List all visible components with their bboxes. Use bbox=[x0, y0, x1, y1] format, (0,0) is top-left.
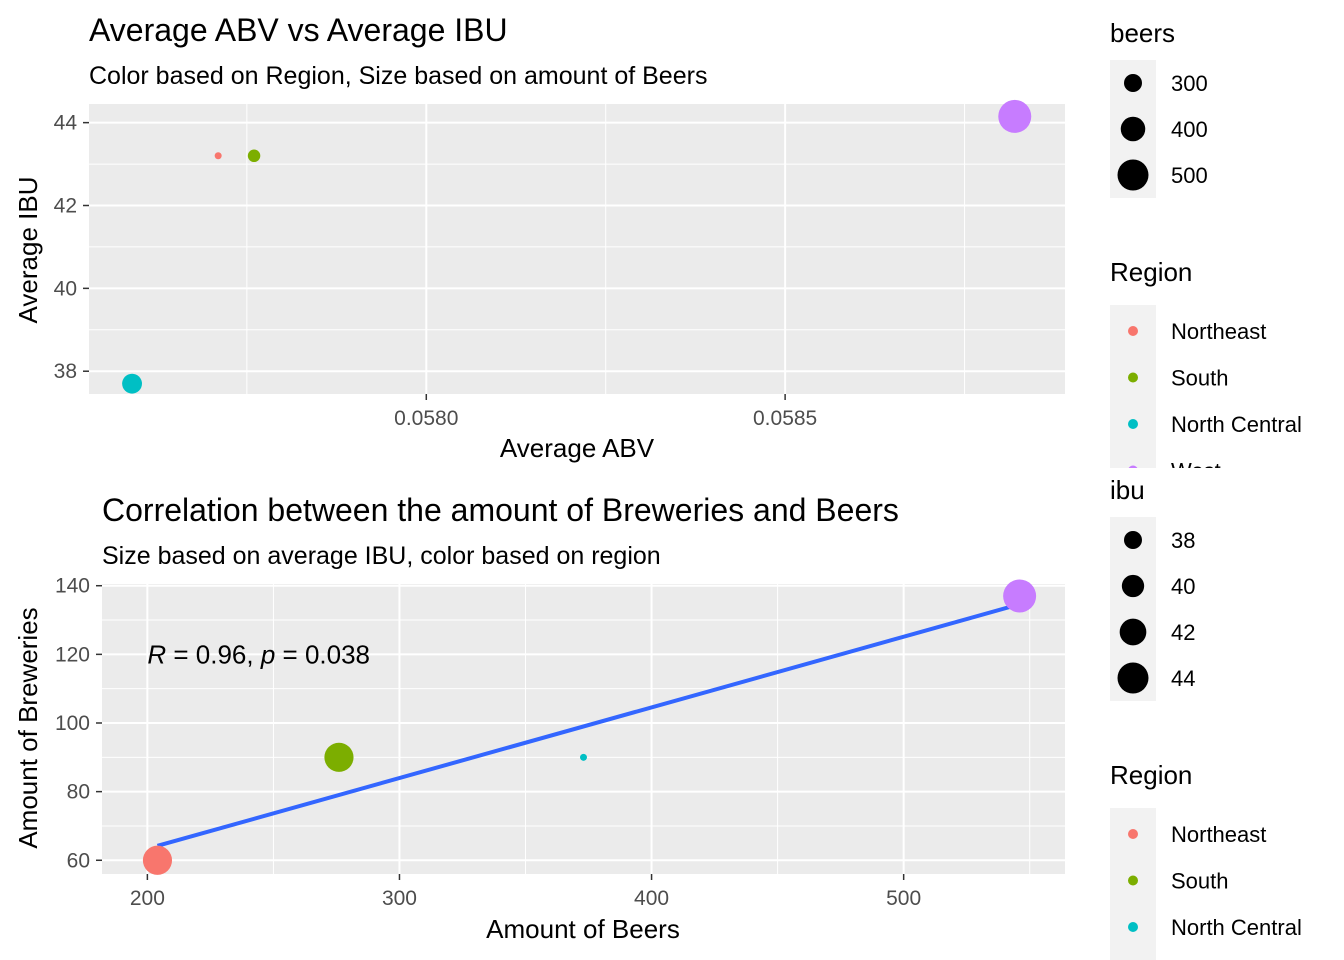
plot1-x-axis-title: Average ABV bbox=[500, 433, 655, 463]
plot2-ibu-legend-size-key bbox=[1117, 662, 1149, 694]
plot2-point-north-central bbox=[580, 753, 587, 761]
plot1-subtitle: Color based on Region, Size based on amo… bbox=[89, 62, 707, 90]
plot2-x-tick-label: 400 bbox=[634, 887, 669, 910]
p-symbol: p bbox=[260, 639, 275, 669]
plot1-region-legend-key-south bbox=[1128, 372, 1138, 383]
plot2-title: Correlation between the amount of Brewer… bbox=[102, 492, 899, 528]
plot2-panel: 200 300 400 500 60 80 100 120 140 R = 0.96, p = 0… bbox=[55, 575, 1065, 910]
p-value: = 0.038 bbox=[275, 639, 370, 669]
plot2-region-legend-label: South bbox=[1171, 869, 1229, 894]
plot1-beers-legend-label: 300 bbox=[1171, 71, 1208, 96]
plot1-beers-legend-label: 400 bbox=[1171, 117, 1208, 142]
plot1-point-north-central bbox=[122, 373, 142, 394]
plot1-beers-legend-label: 500 bbox=[1171, 163, 1208, 188]
plot2-panel-background bbox=[102, 584, 1065, 874]
plot2-y-tick-label: 100 bbox=[55, 712, 90, 735]
plot1-region-legend-key-northeast bbox=[1128, 326, 1138, 336]
plot1-y-tick-label: 40 bbox=[54, 277, 77, 300]
plot1-region-legend-key-west bbox=[1128, 465, 1138, 468]
r-symbol: R bbox=[147, 639, 166, 669]
plot1-point-south bbox=[247, 149, 261, 163]
plot1-beers-legend-size-key bbox=[1120, 116, 1146, 142]
plot2-regression-line bbox=[156, 602, 1021, 848]
plot1-beers-legend-title: beers bbox=[1110, 18, 1175, 48]
plot2-ibu-legend-size-key bbox=[1119, 618, 1147, 646]
plot2-x-tick-label: 300 bbox=[382, 887, 417, 910]
plot2-y-tick-label: 120 bbox=[55, 643, 90, 666]
plot2-ibu-legend-size-key bbox=[1121, 574, 1145, 598]
plot1-region-legend-label: South bbox=[1171, 366, 1229, 391]
plot2-y-axis-title: Amount of Breweries bbox=[13, 607, 43, 848]
plot1-point-northeast bbox=[214, 152, 222, 160]
plot1-x-tick-label: 0.0580 bbox=[394, 407, 458, 430]
plot2-ibu-legend-label: 40 bbox=[1171, 574, 1195, 599]
plot2-ibu-legend-size-key bbox=[1124, 531, 1142, 549]
plot1-region-legend-label: Northeast bbox=[1171, 319, 1266, 344]
plot2-region-legend-key-north-central bbox=[1128, 922, 1138, 932]
plot2-region-legend-label: Northeast bbox=[1171, 822, 1266, 847]
plot2-point-south bbox=[324, 742, 354, 772]
plot1-region-legend-body: Northeast South North Central West bbox=[1110, 305, 1302, 484]
plot1-region-legend-label: North Central bbox=[1171, 412, 1302, 437]
plot2-region-legend-title: Region bbox=[1110, 760, 1192, 790]
plot2-region-legend-key-south bbox=[1128, 875, 1138, 886]
plot2-correlation-annotation: R = 0.96, p = 0.038 bbox=[147, 639, 370, 669]
plot1-point-west bbox=[998, 99, 1032, 133]
plot1-y-axis-title: Average IBU bbox=[13, 177, 43, 324]
plot2-x-tick-label: 200 bbox=[130, 887, 165, 910]
plot1-region-legend-key-north-central bbox=[1128, 419, 1138, 429]
plot1-y-tick-label: 44 bbox=[54, 112, 78, 135]
plot1-panel-background bbox=[89, 104, 1065, 394]
plot1-region-legend-title: Region bbox=[1110, 257, 1192, 287]
plot2-x-axis-title: Amount of Beers bbox=[486, 914, 680, 944]
plot1-x-tick-label: 0.0585 bbox=[753, 407, 817, 430]
plot1-y-tick-label: 42 bbox=[54, 195, 77, 218]
plot1-beers-legend-size-key bbox=[1117, 159, 1149, 191]
plot2-ibu-legend-label: 44 bbox=[1171, 666, 1195, 691]
plot2-y-tick-label: 80 bbox=[67, 781, 90, 804]
plot2-ibu-legend-label: 42 bbox=[1171, 620, 1195, 645]
plot1-beers-legend-size-key bbox=[1124, 74, 1142, 92]
plot2-point-west bbox=[1003, 579, 1037, 613]
plot2-y-tick-label: 60 bbox=[67, 849, 90, 872]
plot1-y-tick-label: 38 bbox=[54, 360, 77, 383]
plot2-region-legend-key-northeast bbox=[1128, 829, 1138, 839]
plot2-x-tick-label: 500 bbox=[886, 887, 921, 910]
plot2-ibu-legend-label: 38 bbox=[1171, 528, 1195, 553]
plot2-y-tick-label: 140 bbox=[55, 575, 90, 598]
plot2-region-legend-label: North Central bbox=[1171, 915, 1302, 940]
legends: beers 300 400 500 Region Northeast South North … bbox=[1110, 18, 1302, 960]
plot2-point-northeast bbox=[142, 845, 173, 875]
plot1-region-legend-label: West bbox=[1171, 459, 1221, 484]
plot1-panel: 0.0580 0.0585 38 40 42 44 bbox=[54, 99, 1065, 430]
r-value: = 0.96, bbox=[166, 639, 261, 669]
plot1-title: Average ABV vs Average IBU bbox=[89, 12, 508, 48]
plot2-ibu-legend-title: ibu bbox=[1110, 475, 1145, 505]
plot2-subtitle: Size based on average IBU, color based o… bbox=[102, 542, 661, 570]
